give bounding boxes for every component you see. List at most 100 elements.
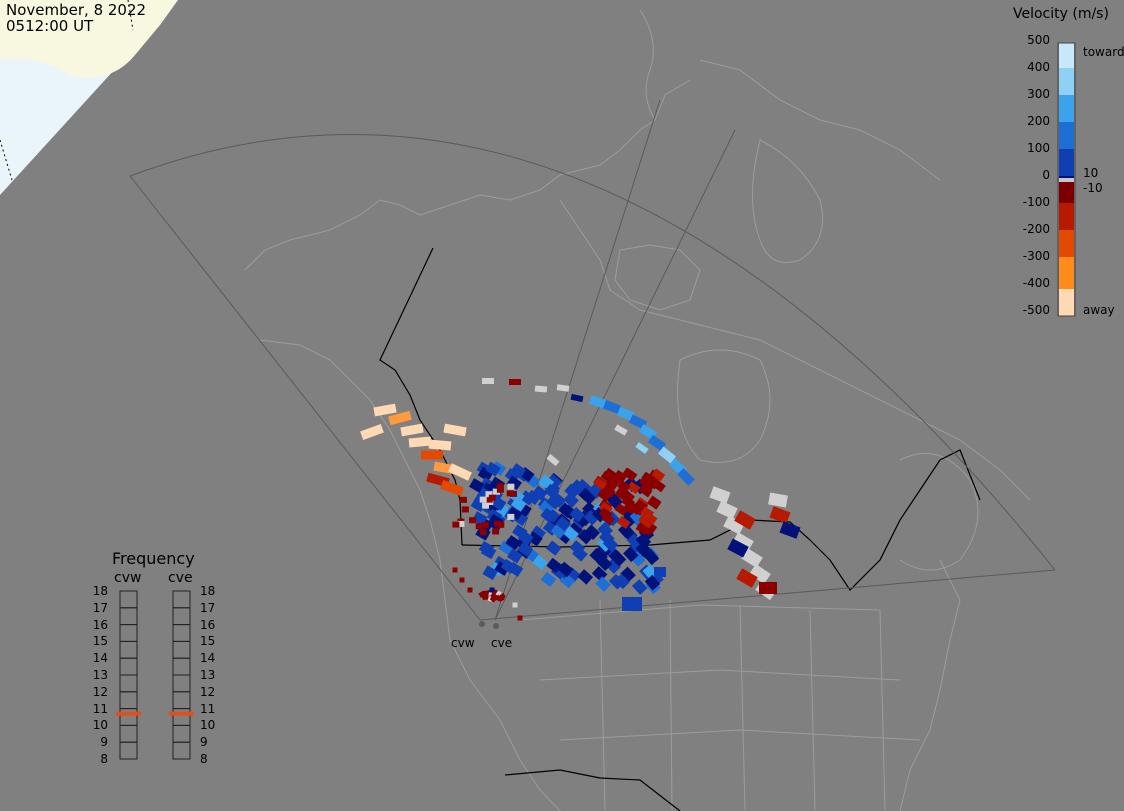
velocity-cell	[498, 596, 505, 602]
colorbar-segment	[1059, 176, 1074, 178]
frequency-scale-label: 17	[200, 600, 216, 615]
velocity-cell	[517, 615, 523, 621]
velocity-cell	[448, 463, 472, 481]
velocity-cell	[452, 521, 460, 528]
colorbar-segment	[1059, 149, 1074, 176]
colorbar-segment	[1059, 68, 1074, 95]
velocity-cell	[654, 567, 666, 577]
frequency-scale-label: 12	[92, 684, 108, 699]
velocity-cell	[480, 544, 497, 560]
velocity-cell	[482, 502, 490, 509]
velocity-cell	[734, 510, 756, 530]
velocity-cell	[408, 436, 432, 448]
velocity-cell	[494, 520, 502, 527]
velocity-cell	[492, 589, 499, 596]
velocity-cell	[482, 565, 498, 581]
velocity-cell	[505, 535, 522, 551]
velocity-cell	[736, 568, 758, 588]
colorbar-tick-label: -500	[1022, 303, 1050, 317]
velocity-cell	[577, 569, 594, 585]
velocity-cell	[556, 384, 570, 392]
velocity-cell	[716, 500, 738, 520]
colorbar-frame	[1057, 42, 1076, 317]
velocity-cell	[677, 468, 695, 486]
velocity-cell	[577, 528, 594, 545]
velocity-cell	[723, 515, 745, 535]
velocity-cell	[614, 487, 629, 501]
velocity-cell	[570, 393, 584, 403]
coastlines	[244, 9, 1031, 811]
velocity-cell	[495, 590, 502, 597]
velocity-cell	[563, 526, 579, 542]
velocity-cell	[507, 483, 515, 490]
velocity-cell	[563, 492, 579, 508]
colorbar-tick-label: -400	[1022, 276, 1050, 290]
velocity-cell	[589, 395, 607, 409]
velocity-cell	[479, 529, 487, 536]
velocity-cell	[584, 524, 600, 541]
velocity-cell	[564, 483, 580, 499]
velocity-cell	[567, 522, 583, 538]
velocity-cell	[647, 434, 667, 452]
velocity-cell	[457, 520, 465, 527]
velocity-cell	[614, 503, 629, 516]
velocity-cell	[546, 557, 563, 574]
velocity-cell	[507, 504, 524, 520]
velocity-cell	[603, 467, 618, 481]
colorbar-pos-threshold: 10	[1083, 166, 1099, 180]
frequency-marker	[169, 711, 194, 716]
velocity-cell	[475, 523, 483, 530]
velocity-cell	[759, 582, 777, 594]
velocity-cell	[769, 506, 791, 524]
timestamp-time: 0512:00 UT	[6, 17, 94, 35]
velocity-cell	[469, 478, 485, 493]
velocity-cell	[709, 486, 731, 504]
velocity-cell	[388, 410, 412, 426]
colorbar-segment	[1059, 257, 1074, 289]
colorbar-title: Velocity (m/s)	[1013, 6, 1109, 22]
velocity-cell	[492, 488, 500, 495]
velocity-cell	[512, 602, 518, 608]
velocity-cell	[602, 536, 619, 553]
frequency-scale-label: 16	[200, 617, 216, 632]
colorbar-tick-label: -300	[1022, 249, 1050, 263]
velocity-cell	[635, 442, 649, 454]
colorbar-tick-label: 500	[1027, 33, 1050, 47]
political-boundaries	[519, 599, 921, 811]
frequency-scale-label: 8	[200, 752, 208, 766]
velocity-cell	[492, 528, 500, 535]
frequency-scale-label: 11	[200, 701, 216, 716]
velocity-cell	[601, 512, 615, 526]
velocity-cell	[635, 522, 650, 536]
velocity-cell	[727, 538, 749, 558]
timestamp-date: November, 8 2022	[6, 1, 147, 19]
velocity-cell	[509, 379, 521, 385]
frequency-scale-label: 15	[200, 634, 216, 649]
frequency-radar-cve: cve	[168, 570, 193, 586]
frequency-box	[172, 741, 191, 760]
velocity-cell	[616, 406, 636, 422]
velocity-cell	[622, 597, 642, 611]
colorbar-segment	[1059, 182, 1074, 203]
frequency-scale-label: 17	[92, 600, 108, 615]
velocity-cell	[620, 566, 636, 583]
velocity-cell	[635, 532, 652, 549]
velocity-cell	[373, 403, 397, 417]
velocity-cell	[532, 485, 548, 501]
frequency-scale-label: 15	[92, 634, 108, 649]
velocity-cell	[638, 517, 652, 531]
colorbar-tick-label: 300	[1027, 87, 1050, 101]
velocity-cell	[519, 490, 536, 506]
velocity-cell	[540, 571, 557, 588]
velocity-cell	[477, 466, 494, 482]
velocity-cell	[485, 491, 493, 498]
velocity-cell	[510, 496, 527, 512]
frequency-scale-label: 9	[200, 735, 208, 750]
site-marker-cve	[493, 623, 499, 629]
velocity-cell	[600, 470, 615, 484]
velocity-cell	[461, 506, 469, 513]
velocity-cell	[485, 461, 501, 477]
velocity-cell	[613, 469, 628, 483]
velocity-cell	[540, 507, 556, 524]
velocity-cell	[479, 496, 487, 503]
